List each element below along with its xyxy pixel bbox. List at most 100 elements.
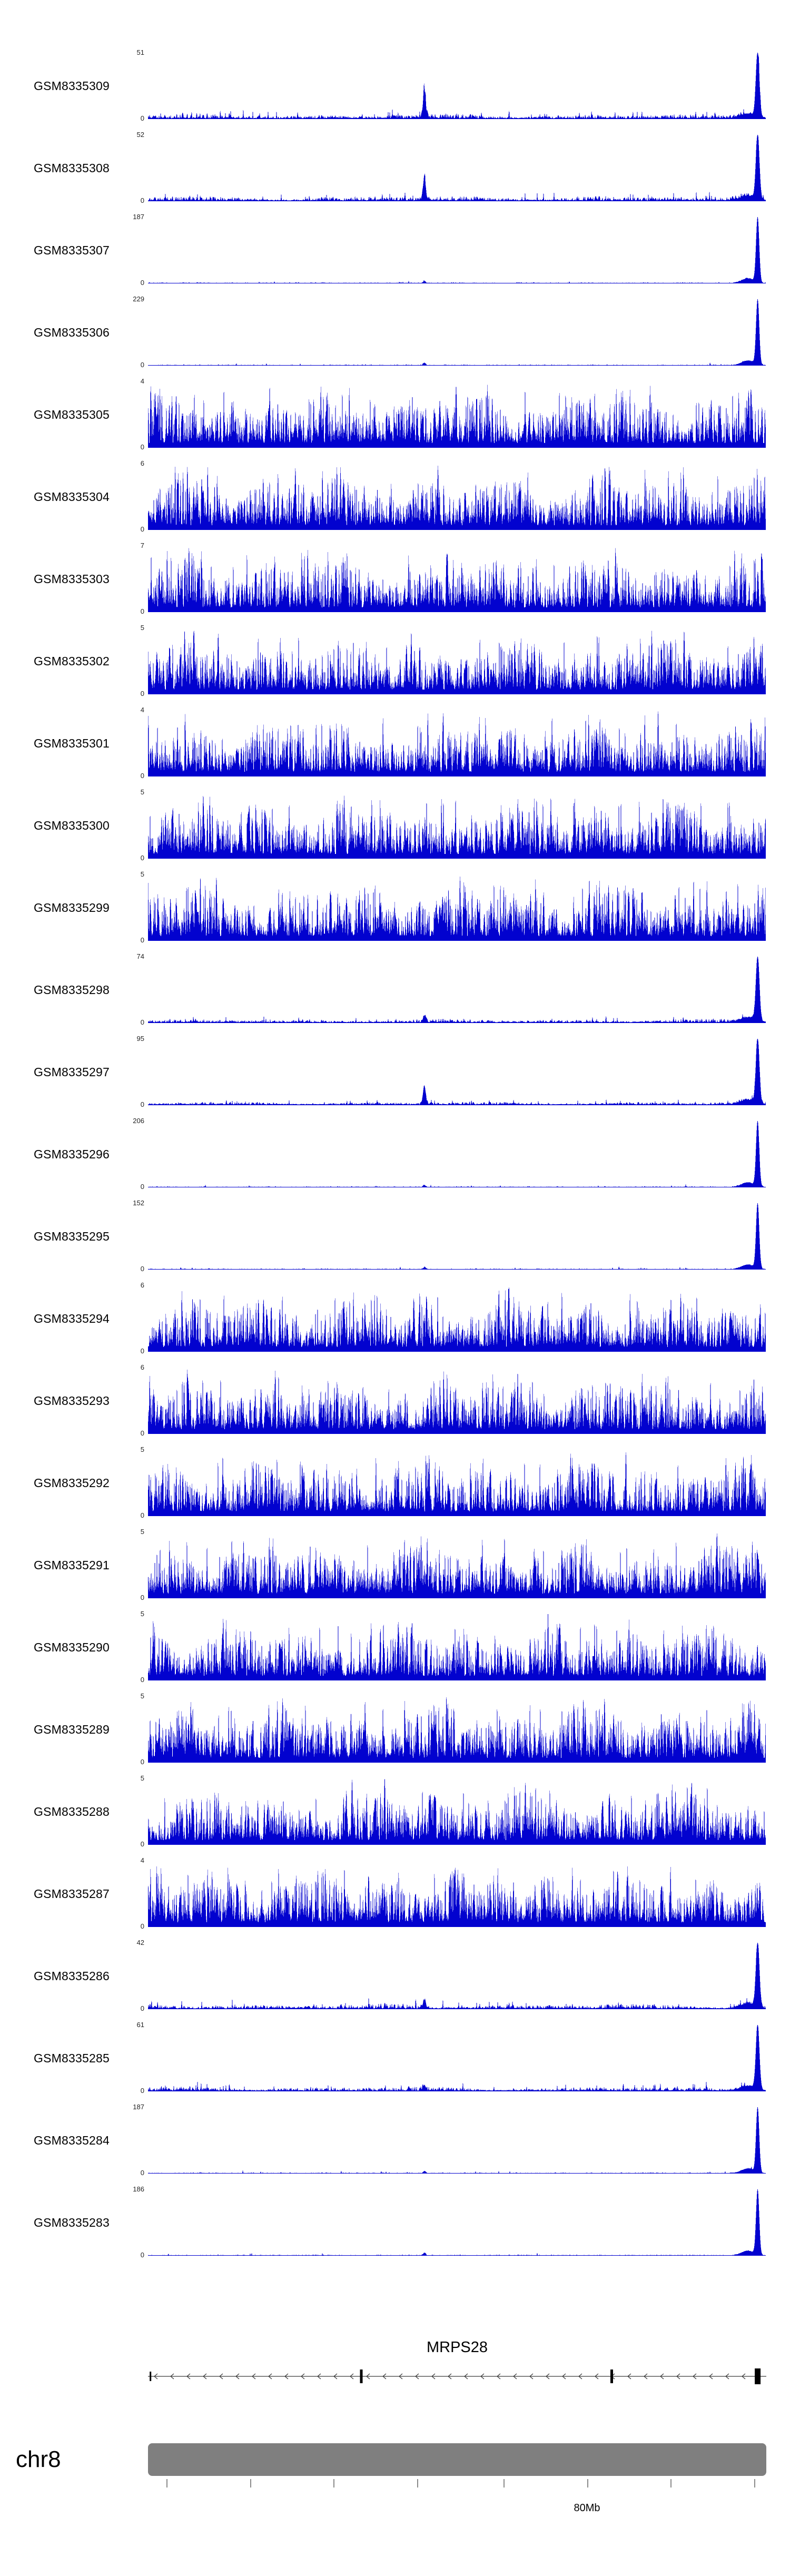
coverage-track-row: GSM8335308 52 0 — [0, 131, 790, 204]
track-ymax-label: 5 — [140, 870, 144, 878]
chromosome-bar — [148, 2443, 766, 2476]
track-plot-area: 4 0 — [141, 378, 766, 450]
coverage-track-list: GSM8335309 51 0 GSM8335308 52 0 GSM83353… — [0, 49, 790, 2272]
track-sample-label: GSM8335292 — [34, 1476, 110, 1490]
track-ymax-label: 61 — [136, 2021, 144, 2029]
track-sample-label: GSM8335309 — [34, 78, 110, 93]
coverage-histogram — [148, 628, 766, 694]
coverage-track-row: GSM8335291 5 0 — [0, 1528, 790, 1601]
track-sample-label: GSM8335297 — [34, 1065, 110, 1079]
coverage-track-row: GSM8335283 186 0 — [0, 2186, 790, 2259]
coverage-histogram — [148, 53, 766, 119]
track-plot-area: 5 0 — [141, 1446, 766, 1519]
coverage-track-row: GSM8335302 5 0 — [0, 624, 790, 697]
track-plot-area: 95 0 — [137, 1035, 766, 1108]
coverage-histogram — [148, 217, 766, 283]
track-plot-area: 5 0 — [141, 624, 766, 697]
track-ymin-label: 0 — [140, 1840, 144, 1848]
coverage-track-row: GSM8335298 74 0 — [0, 953, 790, 1026]
coverage-track-row: GSM8335289 5 0 — [0, 1693, 790, 1765]
track-sample-label: GSM8335304 — [34, 489, 110, 504]
coverage-histogram — [148, 792, 766, 859]
coverage-histogram — [148, 2107, 766, 2174]
genomic-ruler: 80Mb — [148, 2476, 766, 2518]
ruler-tick — [670, 2479, 672, 2487]
scale-position-label: 80Mb — [574, 2502, 600, 2514]
track-ymin-label: 0 — [140, 1347, 144, 1355]
track-plot-area: 229 0 — [133, 296, 766, 368]
track-ymin-label: 0 — [140, 1018, 144, 1026]
track-ymax-label: 51 — [136, 48, 144, 56]
coverage-track-row: GSM8335284 187 0 — [0, 2103, 790, 2177]
coverage-histogram — [148, 546, 766, 612]
coverage-track-row: GSM8335305 4 0 — [0, 378, 790, 450]
track-sample-label: GSM8335298 — [34, 982, 110, 997]
track-sample-label: GSM8335288 — [34, 1804, 110, 1818]
track-ymax-label: 95 — [136, 1035, 144, 1043]
track-ymin-label: 0 — [140, 1511, 144, 1519]
coverage-track-row: GSM8335304 6 0 — [0, 460, 790, 533]
coverage-track-row: GSM8335295 152 0 — [0, 1199, 790, 1272]
track-plot-area: 6 0 — [141, 1282, 766, 1354]
coverage-track-row: GSM8335309 51 0 — [0, 49, 790, 122]
coverage-track-row: GSM8335285 61 0 — [0, 2021, 790, 2094]
coverage-track-row: GSM8335307 187 0 — [0, 213, 790, 286]
coverage-histogram — [148, 1450, 766, 1516]
track-ymax-label: 5 — [140, 1610, 144, 1618]
track-ymin-label: 0 — [140, 2087, 144, 2095]
coverage-histogram — [148, 1203, 766, 1270]
track-sample-label: GSM8335306 — [34, 325, 110, 339]
track-ymax-label: 52 — [136, 131, 144, 139]
track-ymin-label: 0 — [140, 2251, 144, 2259]
coverage-track-row: GSM8335290 5 0 — [0, 1610, 790, 1683]
track-plot-area: 6 0 — [141, 460, 766, 533]
track-plot-area: 206 0 — [133, 1117, 766, 1190]
track-plot-area: 51 0 — [137, 49, 766, 122]
ruler-tick — [587, 2479, 588, 2487]
track-sample-label: GSM8335305 — [34, 407, 110, 421]
track-ymin-label: 0 — [140, 1594, 144, 1601]
track-ymax-label: 4 — [140, 1856, 144, 1864]
ruler-tick — [166, 2479, 168, 2487]
track-ymax-label: 6 — [140, 459, 144, 467]
track-ymin-label: 0 — [140, 772, 144, 780]
coverage-track-row: GSM8335286 42 0 — [0, 1939, 790, 2012]
coverage-histogram — [148, 710, 766, 776]
track-plot-area: 187 0 — [133, 213, 766, 286]
coverage-histogram — [148, 1861, 766, 1927]
track-ymin-label: 0 — [140, 1758, 144, 1766]
track-ymin-label: 0 — [140, 1183, 144, 1191]
track-sample-label: GSM8335284 — [34, 2133, 110, 2147]
coverage-histogram — [148, 381, 766, 448]
track-sample-label: GSM8335293 — [34, 1393, 110, 1408]
track-sample-label: GSM8335296 — [34, 1147, 110, 1161]
track-sample-label: GSM8335289 — [34, 1722, 110, 1736]
track-sample-label: GSM8335300 — [34, 818, 110, 832]
track-ymax-label: 152 — [133, 1199, 144, 1207]
track-ymin-label: 0 — [140, 1429, 144, 1437]
track-ymax-label: 5 — [140, 788, 144, 796]
ruler-tick — [417, 2479, 418, 2487]
track-plot-area: 61 0 — [137, 2021, 766, 2094]
coverage-histogram — [148, 2189, 766, 2256]
track-sample-label: GSM8335285 — [34, 2051, 110, 2065]
track-ymin-label: 0 — [140, 607, 144, 615]
coverage-histogram — [148, 1614, 766, 1680]
track-plot-area: 4 0 — [141, 1857, 766, 1930]
track-ymin-label: 0 — [140, 2169, 144, 2177]
track-plot-area: 152 0 — [133, 1199, 766, 1272]
coverage-track-row: GSM8335292 5 0 — [0, 1446, 790, 1519]
coverage-histogram — [148, 1285, 766, 1352]
coverage-track-row: GSM8335300 5 0 — [0, 788, 790, 861]
track-plot-area: 52 0 — [137, 131, 766, 204]
track-ymax-label: 187 — [133, 213, 144, 221]
coverage-track-row: GSM8335297 95 0 — [0, 1035, 790, 1108]
coverage-track-row: GSM8335296 206 0 — [0, 1117, 790, 1190]
track-ymax-label: 5 — [140, 1692, 144, 1700]
coverage-histogram — [148, 464, 766, 530]
track-plot-area: 5 0 — [141, 1693, 766, 1765]
coverage-histogram — [148, 1696, 766, 1763]
track-sample-label: GSM8335286 — [34, 1969, 110, 1983]
track-ymin-label: 0 — [140, 936, 144, 944]
